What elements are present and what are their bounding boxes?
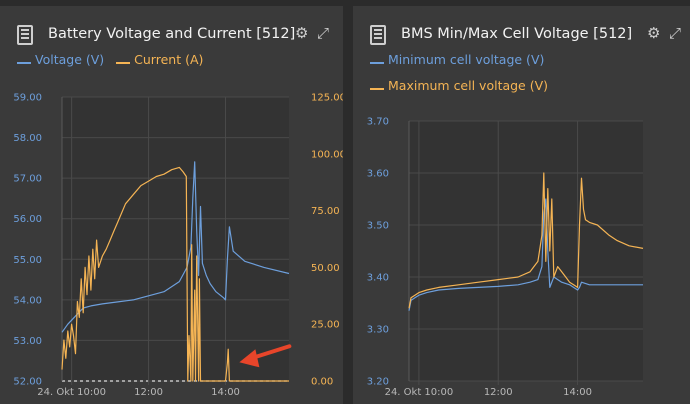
legend-item-max[interactable]: Maximum cell voltage (V): [370, 78, 548, 93]
x-tick-label: 12:00: [134, 387, 163, 398]
battery-voltage-current-panel: Battery Voltage and Current [512] ⚙ ⤢ Vo…: [0, 6, 343, 404]
y-left-tick-label: 3.20: [367, 377, 389, 388]
battery-icon: [370, 25, 386, 45]
legend-item-min[interactable]: Minimum cell voltage (V): [370, 52, 544, 67]
y-right-tick-label: 0.00: [311, 377, 333, 388]
gear-icon[interactable]: ⚙: [295, 24, 309, 42]
y-left-tick-label: 3.40: [367, 273, 389, 284]
series-line: [61, 166, 289, 382]
y-left-tick-label: 52.00: [13, 377, 42, 388]
series-line: [408, 198, 643, 311]
y-left-tick-label: 3.60: [367, 169, 389, 180]
y-left-tick-label: 55.00: [13, 255, 42, 266]
y-left-tick-label: 3.70: [367, 117, 389, 128]
plot-area: [409, 121, 643, 381]
battery-icon: [17, 25, 33, 45]
y-right-tick-label: 75.00: [311, 206, 340, 217]
plot-area: [62, 97, 289, 381]
y-right-tick-label: 50.00: [311, 263, 340, 274]
legend-marker-max: [370, 84, 384, 90]
series-line: [408, 172, 644, 309]
legend-label-max: Maximum cell voltage (V): [388, 78, 549, 93]
x-tick-label: 14:00: [563, 387, 592, 398]
annotation-arrow-shaft: [249, 344, 292, 361]
expand-icon[interactable]: ⤢: [669, 24, 682, 42]
legend-marker-voltage: [17, 58, 31, 64]
bms-cell-voltage-panel: BMS Min/Max Cell Voltage [512] ⚙ ⤢ Minim…: [353, 6, 690, 404]
legend-label-voltage: Voltage (V): [35, 52, 105, 67]
series-line: [61, 161, 290, 333]
legend-item-current[interactable]: Current (A): [116, 52, 203, 67]
x-tick-label: 24. Okt 10:00: [37, 387, 106, 398]
panel-title: Battery Voltage and Current [512]: [48, 26, 296, 42]
voltage-current-chart: 52.00 53.00 54.00 55.00 56.00 57.00 58.00 59.00…: [13, 93, 343, 399]
y-left-tick-label: 54.00: [13, 295, 42, 306]
annotation-arrow-head: [239, 349, 260, 368]
x-tick-label: 12:00: [484, 387, 513, 398]
gear-icon[interactable]: ⚙: [647, 24, 661, 42]
legend: Voltage (V) Current (A): [17, 52, 203, 67]
expand-icon[interactable]: ⤢: [317, 24, 330, 42]
y-left-tick-label: 59.00: [13, 93, 42, 104]
panel-title: BMS Min/Max Cell Voltage [512]: [401, 26, 633, 42]
y-left-tick-label: 57.00: [13, 174, 42, 185]
y-left-tick-label: 3.50: [367, 221, 389, 232]
y-left-tick-label: 53.00: [13, 336, 42, 347]
y-right-tick-label: 125.00: [311, 93, 343, 104]
y-left-tick-label: 56.00: [13, 214, 42, 225]
legend-marker-min: [370, 58, 384, 64]
legend-label-current: Current (A): [134, 52, 204, 67]
y-left-tick-label: 3.30: [367, 325, 389, 336]
y-right-tick-label: 100.00: [311, 149, 343, 160]
legend-marker-current: [116, 58, 131, 64]
y-left-tick-label: 58.00: [13, 133, 42, 144]
x-tick-label: 24. Okt 10:00: [385, 387, 454, 398]
cell-voltage-chart: 3.20 3.30 3.40 3.50 3.60 3.70 24. Okt 10:00 12:…: [367, 117, 644, 398]
legend-item-voltage[interactable]: Voltage (V): [17, 52, 108, 67]
legend-label-min: Minimum cell voltage (V): [388, 52, 545, 67]
x-tick-label: 14:00: [211, 387, 240, 398]
y-right-tick-label: 25.00: [311, 320, 340, 331]
